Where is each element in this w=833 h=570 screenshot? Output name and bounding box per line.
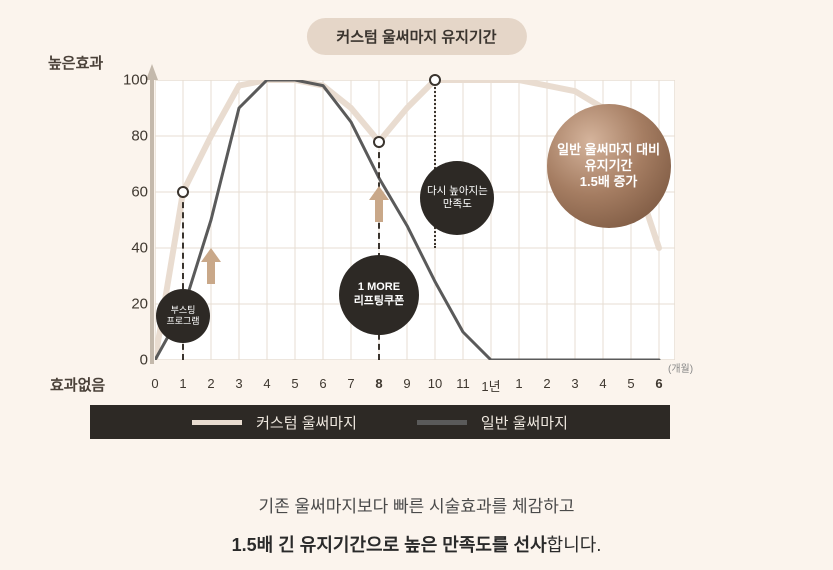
legend: 커스텀 울써마지 일반 울써마지: [90, 405, 670, 439]
x-tick: 6: [655, 376, 662, 391]
x-tick: 4: [263, 376, 270, 391]
up-arrow-icon: [369, 186, 389, 227]
y-tick: 20: [131, 296, 148, 313]
point-marker-icon: [177, 186, 189, 198]
y-tick: 40: [131, 240, 148, 257]
legend-item-custom: 커스텀 울써마지: [192, 412, 357, 433]
badge-again: 다시 높아지는만족도: [420, 161, 494, 235]
point-marker-icon: [429, 74, 441, 86]
badge-coupon: 1 MORE리프팅쿠폰: [339, 255, 419, 335]
caption-line-1: 기존 울써마지보다 빠른 시술효과를 체감하고: [0, 492, 833, 517]
x-tick: 3: [235, 376, 242, 391]
legend-label: 커스텀 울써마지: [256, 412, 357, 433]
up-arrow-icon: [201, 248, 221, 289]
y-tick: 100: [123, 72, 148, 89]
legend-label: 일반 울써마지: [481, 412, 568, 433]
x-tick: 6: [319, 376, 326, 391]
y-label-bottom: 효과없음: [50, 374, 105, 395]
badge-boost: 부스팅프로그램: [156, 289, 210, 343]
x-tick: 0: [151, 376, 158, 391]
x-tick: 2: [543, 376, 550, 391]
x-tick: 2: [207, 376, 214, 391]
point-marker-icon: [373, 136, 385, 148]
y-label-top: 높은효과: [48, 52, 103, 73]
badge-increase: 일반 울써마지 대비유지기간1.5배 증가: [547, 104, 671, 228]
y-tick: 0: [140, 352, 148, 369]
x-tick: 7: [347, 376, 354, 391]
x-unit-label: (개월): [668, 360, 693, 375]
caption: 기존 울써마지보다 빠른 시술효과를 체감하고 1.5배 긴 유지기간으로 높은…: [0, 492, 833, 557]
x-tick: 9: [403, 376, 410, 391]
y-tick: 80: [131, 128, 148, 145]
x-tick: 10: [428, 376, 442, 391]
x-tick: 1: [179, 376, 186, 391]
x-tick: 11: [456, 376, 470, 391]
legend-swatch-icon: [417, 420, 467, 425]
x-tick: 3: [571, 376, 578, 391]
x-tick: 1년: [481, 376, 500, 395]
chart-title: 커스텀 울써마지 유지기간: [306, 18, 526, 55]
y-ticks: 020406080100: [108, 80, 148, 360]
legend-item-normal: 일반 울써마지: [417, 412, 568, 433]
y-tick: 60: [131, 184, 148, 201]
caption-line-2: 1.5배 긴 유지기간으로 높은 만족도를 선사합니다.: [0, 531, 833, 557]
x-tick: 5: [627, 376, 634, 391]
x-tick: 5: [291, 376, 298, 391]
x-ticks: 012345678910111년123456: [155, 376, 675, 396]
x-tick: 1: [515, 376, 522, 391]
legend-swatch-icon: [192, 420, 242, 425]
x-tick: 8: [375, 376, 382, 391]
x-tick: 4: [599, 376, 606, 391]
